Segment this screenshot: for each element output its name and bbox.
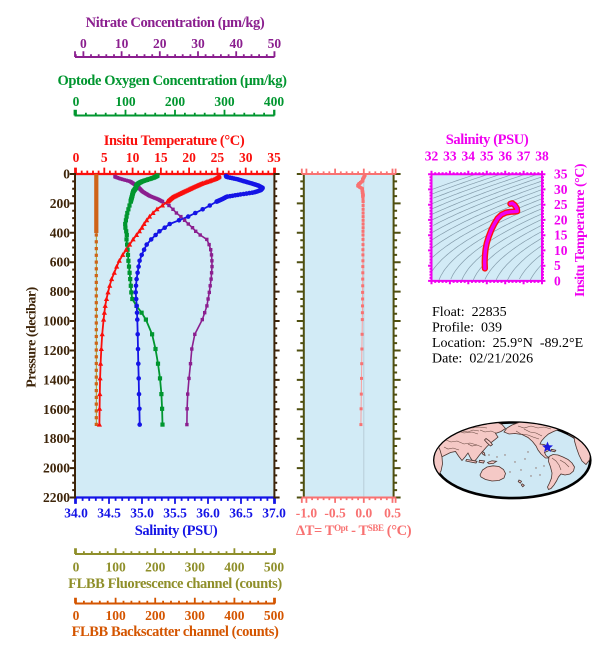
svg-text:500: 500 <box>264 608 285 623</box>
svg-text:0: 0 <box>554 273 561 288</box>
svg-text:300: 300 <box>214 94 235 109</box>
svg-text:400: 400 <box>224 560 245 575</box>
svg-text:1400: 1400 <box>43 372 70 387</box>
svg-text:Optode Oxygen Concentration (μ: Optode Oxygen Concentration (μm/kg) <box>57 73 287 89</box>
svg-text:38: 38 <box>535 149 549 164</box>
svg-text:35: 35 <box>267 150 281 165</box>
svg-text:Salinity (PSU): Salinity (PSU) <box>446 132 529 148</box>
svg-text:20: 20 <box>554 212 568 227</box>
svg-text:0.5: 0.5 <box>384 506 401 521</box>
svg-text:1800: 1800 <box>43 431 70 446</box>
svg-text:200: 200 <box>165 94 186 109</box>
svg-text:-1.0: -1.0 <box>296 506 318 521</box>
svg-text:35.5: 35.5 <box>163 506 187 521</box>
svg-text:5: 5 <box>101 150 108 165</box>
svg-text:FLBB Backscatter channel (coun: FLBB Backscatter channel (counts) <box>72 624 279 640</box>
svg-text:Nitrate Concentration (μm/kg): Nitrate Concentration (μm/kg) <box>86 15 265 31</box>
svg-text:Pressure (decibar): Pressure (decibar) <box>25 286 40 387</box>
svg-text:0: 0 <box>73 94 80 109</box>
svg-text:0: 0 <box>73 150 80 165</box>
svg-text:25: 25 <box>211 150 225 165</box>
svg-text:10: 10 <box>115 36 129 51</box>
svg-text:30: 30 <box>554 182 568 197</box>
svg-text:5: 5 <box>554 258 561 273</box>
svg-text:20: 20 <box>153 36 167 51</box>
svg-text:32: 32 <box>425 149 439 164</box>
svg-text:50: 50 <box>268 36 282 51</box>
svg-text:2000: 2000 <box>43 461 70 476</box>
svg-text:0: 0 <box>73 560 80 575</box>
svg-text:300: 300 <box>185 560 206 575</box>
svg-text:1000: 1000 <box>43 314 70 329</box>
svg-text:Profile: 039: Profile: 039 <box>432 321 502 336</box>
svg-text:200: 200 <box>50 196 71 211</box>
svg-text:200: 200 <box>145 560 166 575</box>
svg-text:35.0: 35.0 <box>130 506 154 521</box>
svg-text:Location: 25.9°N -89.2°E: Location: 25.9°N -89.2°E <box>432 336 583 351</box>
svg-text:Insitu Temperature (°C): Insitu Temperature (°C) <box>573 163 588 297</box>
svg-text:33: 33 <box>443 149 457 164</box>
svg-text:ΔT= TOpt - TSBE (°C): ΔT= TOpt - TSBE (°C) <box>296 523 412 539</box>
svg-text:34.0: 34.0 <box>64 506 88 521</box>
svg-text:2200: 2200 <box>43 490 70 505</box>
svg-text:Salinity (PSU): Salinity (PSU) <box>135 523 218 539</box>
svg-text:1200: 1200 <box>43 343 70 358</box>
svg-text:10: 10 <box>126 150 140 165</box>
svg-text:800: 800 <box>50 284 71 299</box>
svg-text:200: 200 <box>145 608 166 623</box>
svg-text:30: 30 <box>191 36 205 51</box>
svg-text:34.5: 34.5 <box>97 506 121 521</box>
svg-text:0.0: 0.0 <box>355 506 372 521</box>
svg-text:40: 40 <box>229 36 243 51</box>
svg-text:400: 400 <box>264 94 285 109</box>
svg-text:10: 10 <box>554 243 568 258</box>
svg-text:34: 34 <box>462 149 476 164</box>
svg-text:36.0: 36.0 <box>196 506 220 521</box>
svg-text:15: 15 <box>554 228 568 243</box>
svg-text:0: 0 <box>73 608 80 623</box>
svg-text:25: 25 <box>554 197 568 212</box>
svg-text:600: 600 <box>50 255 71 270</box>
svg-text:35: 35 <box>554 167 568 182</box>
svg-text:20: 20 <box>182 150 196 165</box>
svg-text:36: 36 <box>498 149 512 164</box>
svg-text:-0.5: -0.5 <box>324 506 346 521</box>
svg-text:30: 30 <box>239 150 253 165</box>
svg-text:400: 400 <box>224 608 245 623</box>
svg-text:100: 100 <box>105 560 126 575</box>
svg-text:300: 300 <box>185 608 206 623</box>
svg-text:0: 0 <box>80 36 87 51</box>
svg-text:0: 0 <box>63 167 70 182</box>
svg-text:400: 400 <box>50 225 71 240</box>
svg-text:Insitu Temperature (°C): Insitu Temperature (°C) <box>104 133 245 149</box>
svg-text:100: 100 <box>105 608 126 623</box>
svg-text:Date: 02/21/2026: Date: 02/21/2026 <box>432 352 533 367</box>
svg-text:36.5: 36.5 <box>229 506 253 521</box>
svg-text:37: 37 <box>517 149 531 164</box>
svg-text:15: 15 <box>154 150 168 165</box>
svg-text:500: 500 <box>264 560 285 575</box>
svg-text:Float: 22835: Float: 22835 <box>432 305 507 320</box>
svg-text:100: 100 <box>115 94 136 109</box>
svg-text:FLBB Fluorescence channel (cou: FLBB Fluorescence channel (counts) <box>68 576 282 592</box>
svg-text:35: 35 <box>480 149 494 164</box>
svg-text:1600: 1600 <box>43 402 70 417</box>
svg-text:37.0: 37.0 <box>262 506 286 521</box>
